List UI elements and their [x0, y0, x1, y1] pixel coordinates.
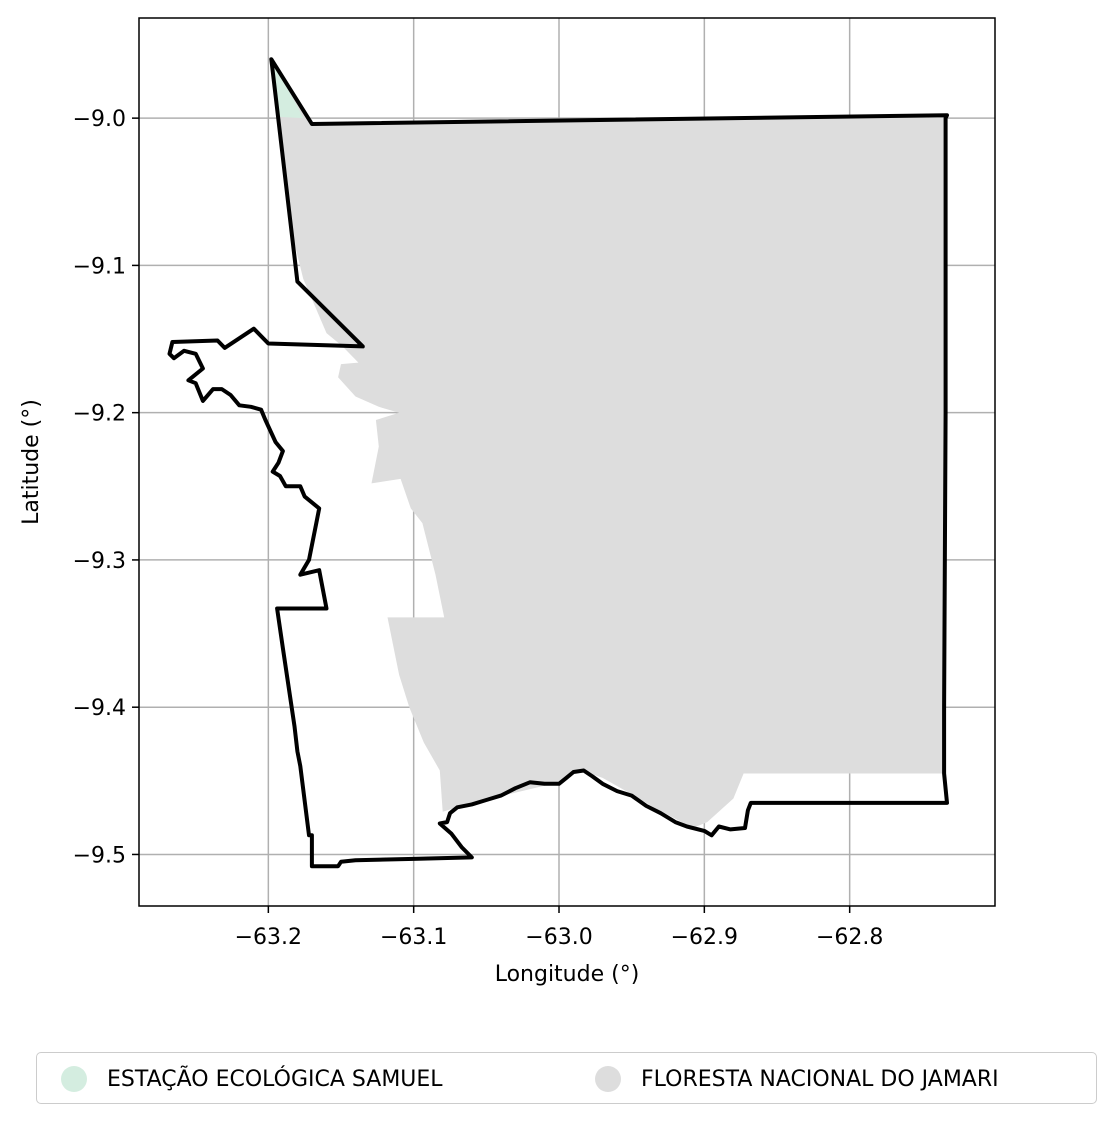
legend-item-floresta: FLORESTA NACIONAL DO JAMARI [595, 1053, 999, 1105]
map-areas [170, 59, 948, 866]
map-figure: −63.2 −63.1 −63.0 −62.9 −62.8 −9.0 −9.1 −9.2 −9.… [0, 0, 1118, 1040]
y-tick-label: −9.2 [73, 402, 126, 427]
x-tick-label: −62.8 [816, 925, 883, 950]
legend-label-estacao: ESTAÇÃO ECOLÓGICA SAMUEL [107, 1067, 443, 1092]
x-tick-label: −63.0 [525, 925, 592, 950]
legend-label-floresta: FLORESTA NACIONAL DO JAMARI [641, 1067, 999, 1092]
y-tick-label: −9.1 [73, 254, 126, 279]
y-tick-label: −9.5 [73, 843, 126, 868]
x-tick-label: −63.1 [380, 925, 447, 950]
y-tick-label: −9.3 [73, 549, 126, 574]
x-axis-title: Longitude (°) [495, 962, 640, 987]
x-tick-label: −63.2 [235, 925, 302, 950]
y-axis-title: Latitude (°) [19, 399, 44, 525]
legend: ESTAÇÃO ECOLÓGICA SAMUEL FLORESTA NACION… [36, 1052, 1097, 1104]
legend-item-estacao: ESTAÇÃO ECOLÓGICA SAMUEL [61, 1053, 443, 1105]
x-tick-label: −62.9 [671, 925, 738, 950]
floresta-nacional-do-jamari-area [271, 62, 944, 828]
y-tick-label: −9.4 [73, 696, 126, 721]
y-tick-label: −9.0 [73, 107, 126, 132]
legend-marker-estacao [61, 1066, 87, 1092]
legend-marker-floresta [595, 1066, 621, 1092]
